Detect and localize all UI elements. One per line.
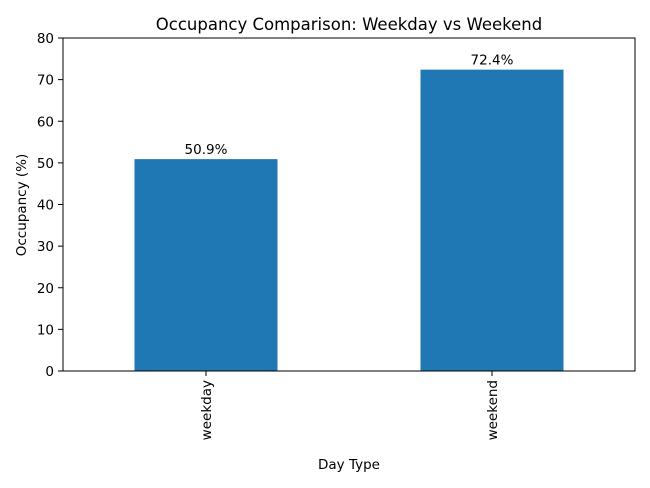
y-tick-label: 80	[37, 31, 54, 47]
x-axis: weekday weekend	[199, 371, 501, 440]
y-axis: 0 10 20 30 40 50 60 70 80	[37, 31, 63, 380]
data-label-weekday: 50.9%	[185, 142, 228, 158]
x-tick-label: weekend	[485, 380, 501, 440]
y-tick-label: 70	[37, 73, 54, 89]
bars-layer: 50.9% 72.4%	[134, 53, 564, 371]
y-tick-label: 10	[37, 322, 54, 338]
y-tick-label: 30	[37, 239, 54, 255]
y-axis-label: Occupancy (%)	[14, 154, 30, 257]
plot-frame	[62, 37, 636, 372]
y-tick-label: 40	[37, 198, 54, 214]
y-tick-label: 60	[37, 114, 54, 130]
y-tick-label: 20	[37, 281, 54, 297]
y-tick-label: 0	[45, 364, 54, 380]
bar-weekday	[134, 159, 278, 371]
x-axis-label: Day Type	[318, 457, 380, 473]
y-tick-label: 50	[37, 156, 54, 172]
x-tick-label: weekday	[199, 380, 215, 440]
bar-weekend	[420, 69, 564, 371]
data-label-weekend: 72.4%	[471, 53, 514, 69]
chart-title: Occupancy Comparison: Weekday vs Weekend	[156, 15, 542, 34]
